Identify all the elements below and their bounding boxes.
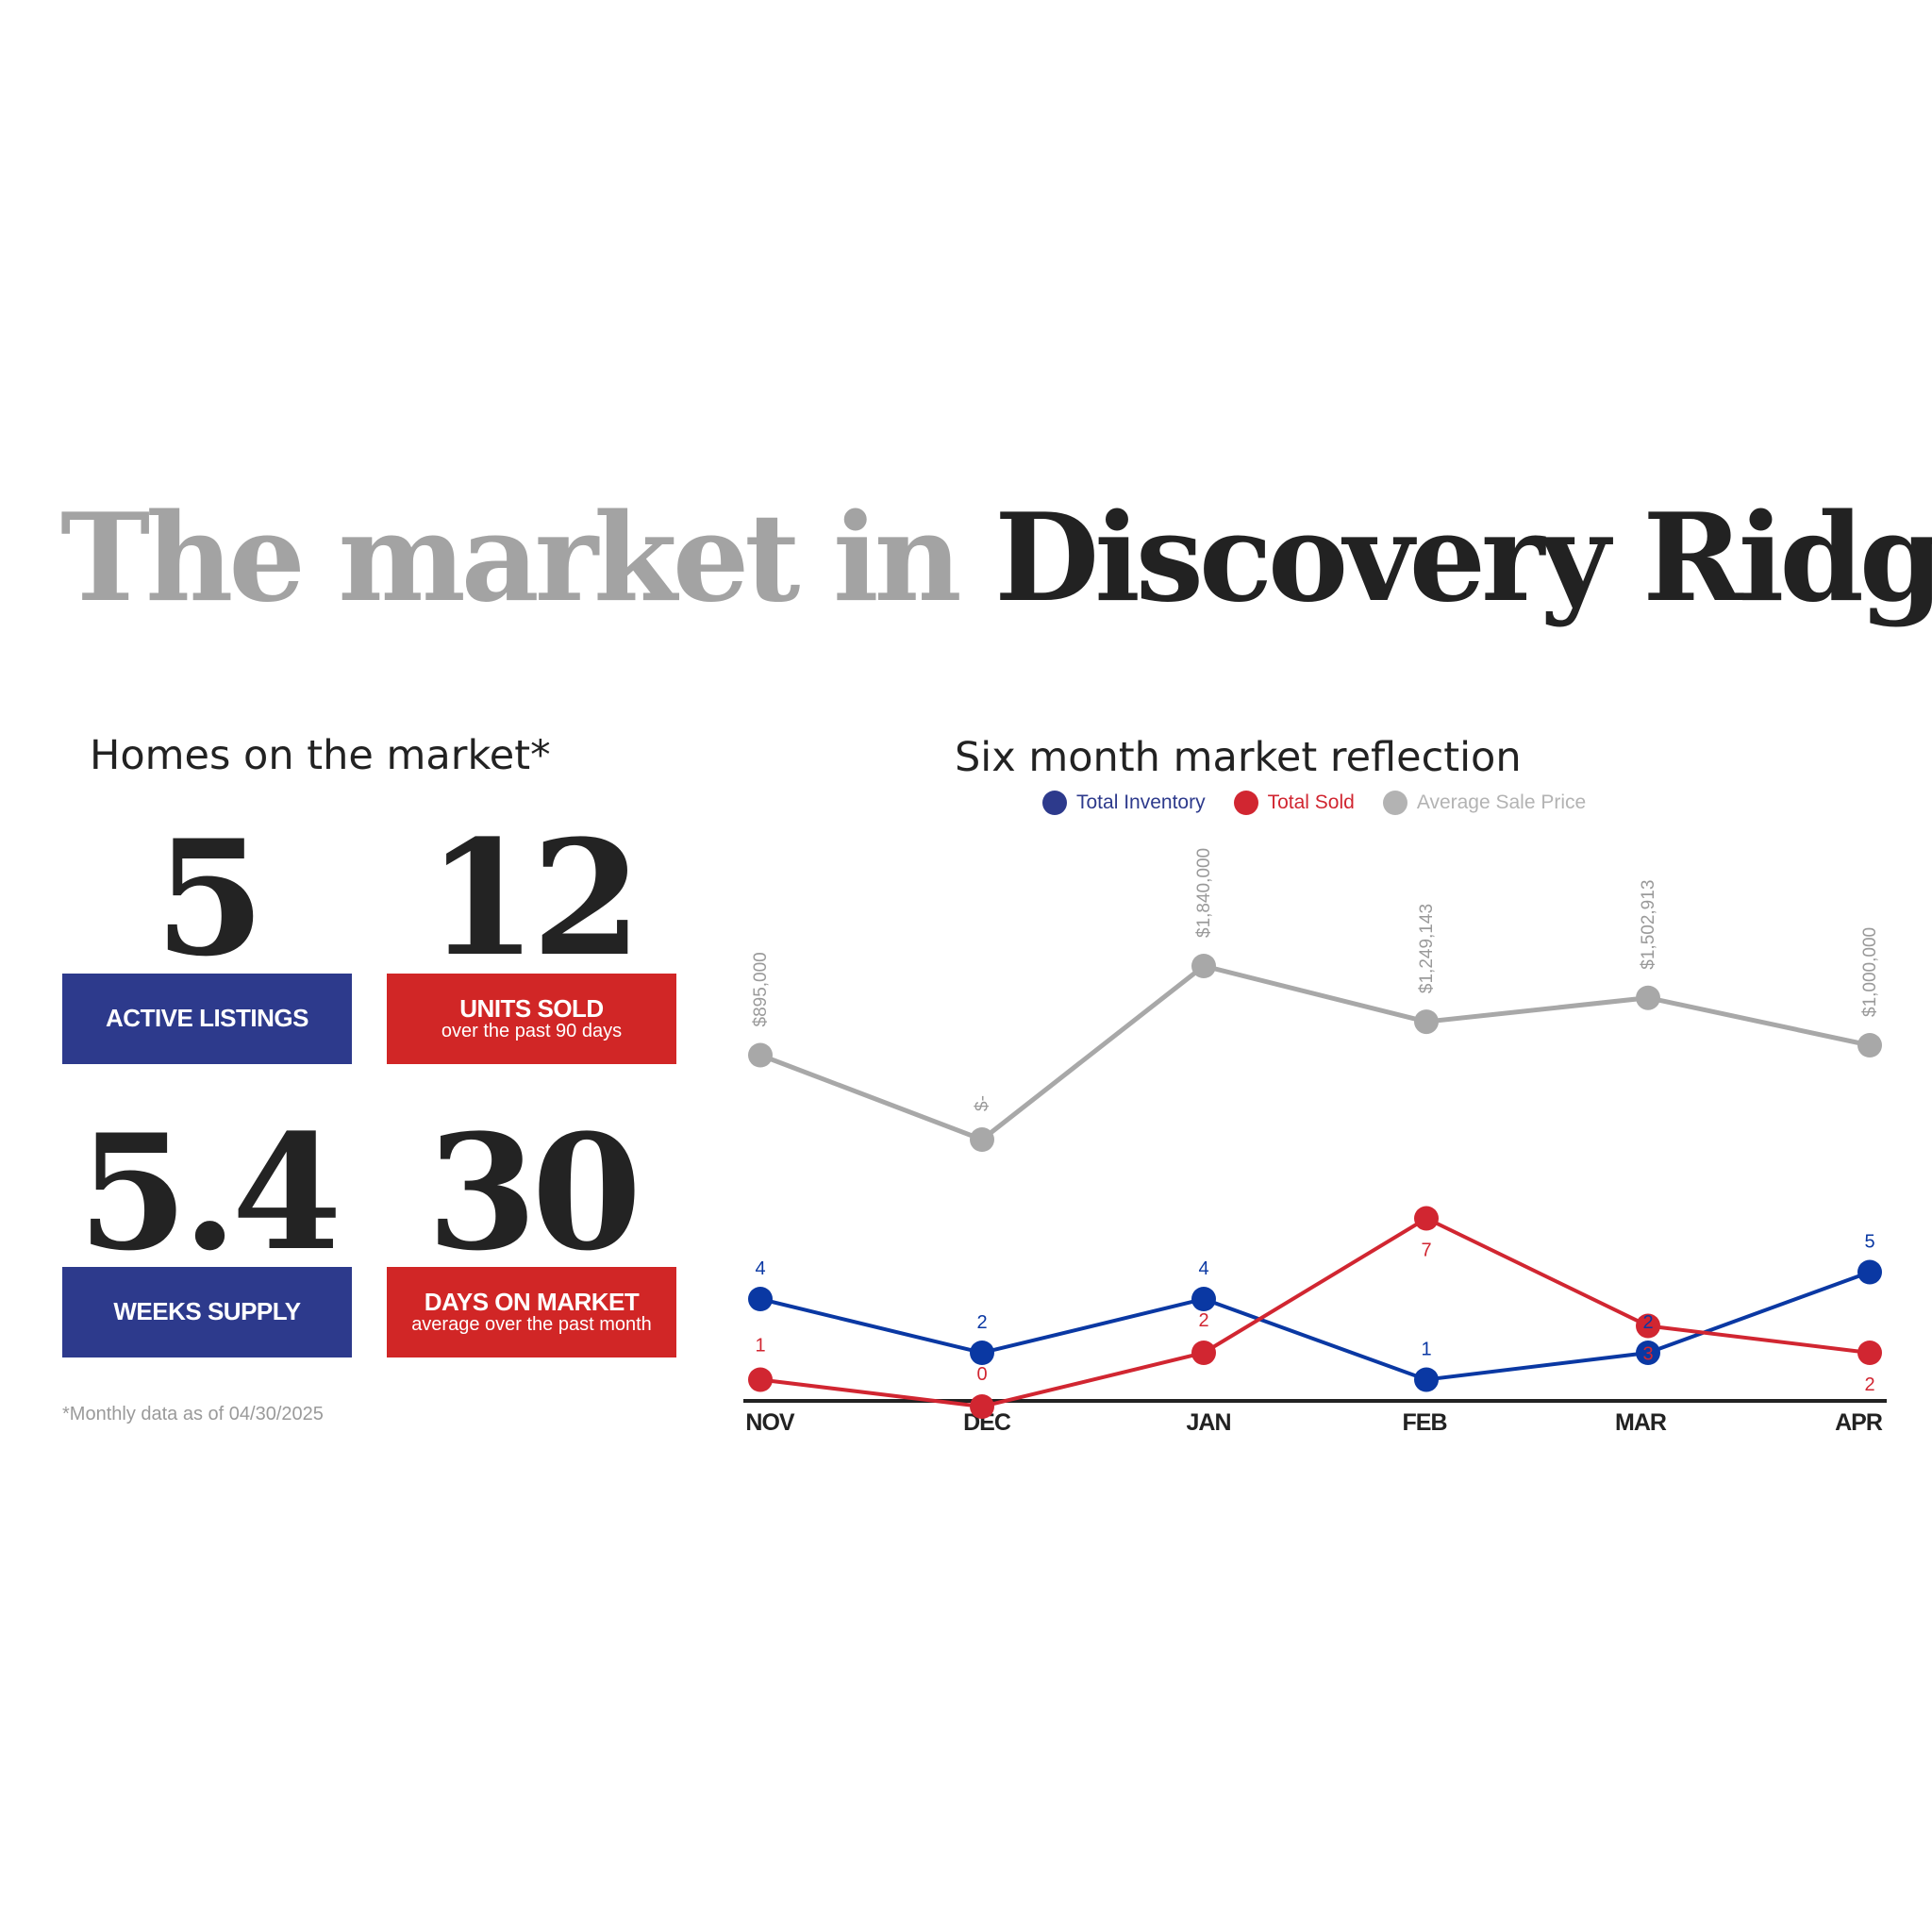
active-listings-value: 5 xyxy=(155,805,265,991)
data-label-average-sale-price: $1,000,000 xyxy=(1860,927,1880,1017)
page-headline: The market in Discovery Ridge xyxy=(60,498,1932,619)
series-line-total-inventory xyxy=(759,1270,1871,1382)
legend-item-total-inventory: Total Inventory xyxy=(1042,791,1206,815)
weeks-supply-label: WEEKS SUPPLY xyxy=(113,1297,301,1326)
point-average-sale-price xyxy=(1191,954,1216,978)
weeks-supply-box: WEEKS SUPPLY xyxy=(62,1267,352,1357)
weeks-supply-value: 5.4 xyxy=(77,1099,341,1286)
series-line-average-sale-price xyxy=(759,963,1871,1142)
headline-part-2: Discovery Ridge xyxy=(994,488,1932,629)
point-total-sold xyxy=(1191,1341,1216,1365)
series-line-total-sold xyxy=(759,1216,1871,1409)
data-label-average-sale-price: $1,249,143 xyxy=(1417,904,1437,993)
data-label-average-sale-price: $- xyxy=(973,1095,992,1111)
point-average-sale-price xyxy=(970,1127,994,1152)
data-label-total-sold: 7 xyxy=(1421,1241,1431,1261)
data-label-total-sold: 2 xyxy=(1198,1310,1208,1331)
legend-label-total-inventory: Total Inventory xyxy=(1076,791,1206,813)
point-total-sold xyxy=(1414,1206,1439,1231)
data-label-total-sold: 2 xyxy=(1864,1374,1874,1395)
legend-marker-average-sale-price xyxy=(1382,791,1407,815)
point-total-sold xyxy=(1636,1313,1660,1339)
x-tick-label: NOV xyxy=(745,1409,795,1436)
x-tick-label: JAN xyxy=(1186,1409,1230,1436)
x-tick-label: FEB xyxy=(1403,1409,1447,1436)
point-total-inventory xyxy=(1857,1259,1882,1285)
x-tick-label: MAR xyxy=(1615,1409,1667,1436)
footnote: *Monthly data as of 04/30/2025 xyxy=(62,1404,324,1424)
data-label-average-sale-price: $1,840,000 xyxy=(1194,848,1214,938)
units-sold-value: 12 xyxy=(426,805,642,991)
legend-marker-total-sold xyxy=(1233,791,1258,815)
point-average-sale-price xyxy=(1414,1009,1439,1035)
data-label-total-inventory: 1 xyxy=(1421,1340,1431,1360)
data-label-total-inventory: 2 xyxy=(976,1312,987,1333)
point-average-sale-price xyxy=(748,1042,773,1068)
data-label-total-inventory: 5 xyxy=(1864,1232,1874,1253)
point-average-sale-price xyxy=(1857,1033,1882,1058)
units-sold-box: UNITS SOLD over the past 90 days xyxy=(387,974,676,1064)
point-total-inventory xyxy=(970,1341,994,1365)
days-on-market-sub: average over the past month xyxy=(411,1314,652,1336)
chart-title: Six month market reflection xyxy=(955,734,1522,781)
days-on-market-label: DAYS ON MARKET xyxy=(424,1287,640,1316)
legend-label-average-sale-price: Average Sale Price xyxy=(1416,791,1587,813)
chart-legend: Total Inventory Total Sold Average Sale … xyxy=(1042,789,1614,817)
data-label-total-inventory: 4 xyxy=(1198,1258,1208,1279)
x-tick-label: APR xyxy=(1835,1409,1883,1436)
legend-label-total-sold: Total Sold xyxy=(1267,791,1355,813)
data-label-average-sale-price: $1,502,913 xyxy=(1639,880,1658,970)
point-total-sold xyxy=(1857,1341,1882,1365)
point-total-inventory xyxy=(1191,1287,1216,1311)
point-total-sold xyxy=(748,1367,773,1392)
data-label-average-sale-price: $895,000 xyxy=(751,952,771,1026)
point-average-sale-price xyxy=(1636,985,1660,1010)
point-total-sold xyxy=(970,1394,994,1419)
active-listings-label: ACTIVE LISTINGS xyxy=(106,1004,308,1033)
units-sold-sub: over the past 90 days xyxy=(441,1021,623,1042)
point-total-inventory xyxy=(1414,1367,1439,1392)
headline-part-1: The market in xyxy=(60,488,962,629)
data-label-total-sold: 0 xyxy=(976,1364,987,1385)
units-sold-label: UNITS SOLD xyxy=(459,993,604,1023)
data-label-total-sold: 3 xyxy=(1642,1344,1653,1365)
days-on-market-value: 30 xyxy=(426,1099,642,1286)
active-listings-box: ACTIVE LISTINGS xyxy=(62,974,352,1064)
days-on-market-box: DAYS ON MARKET average over the past mon… xyxy=(387,1267,676,1357)
point-total-inventory xyxy=(748,1287,773,1311)
data-label-total-inventory: 2 xyxy=(1642,1312,1653,1333)
homes-section-title: Homes on the market* xyxy=(90,732,551,779)
data-label-total-sold: 1 xyxy=(755,1336,765,1357)
data-label-total-inventory: 4 xyxy=(755,1258,765,1279)
legend-marker-total-inventory xyxy=(1042,791,1067,815)
legend-item-average-sale-price: Average Sale Price xyxy=(1382,791,1587,815)
legend-item-total-sold: Total Sold xyxy=(1233,791,1355,815)
point-total-inventory xyxy=(1636,1341,1660,1365)
